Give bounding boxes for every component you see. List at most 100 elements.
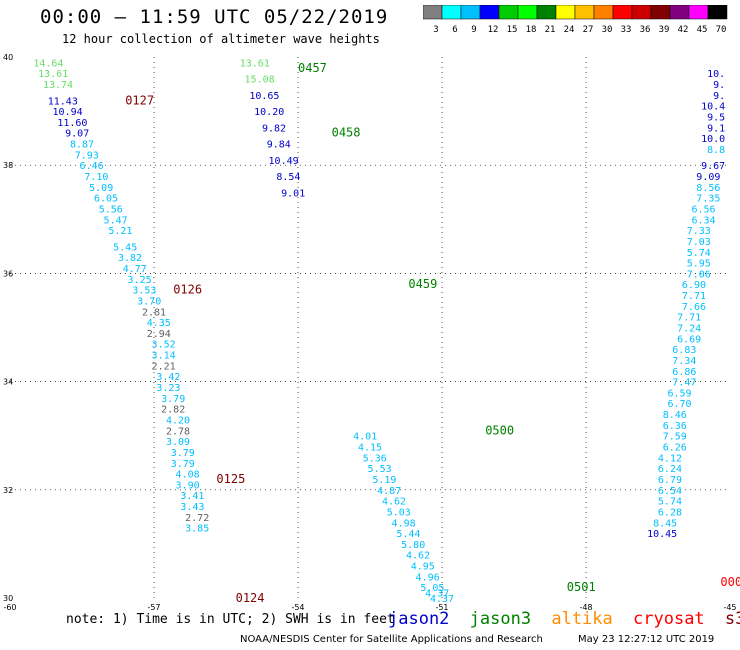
y-tick-label: 30 xyxy=(3,594,13,603)
colorbar-label: 42 xyxy=(678,25,689,35)
wave-height-label: 7.71 xyxy=(677,313,701,324)
wave-height-label: 6.56 xyxy=(692,204,716,215)
pass-time-label: 0459 xyxy=(408,277,437,291)
wave-height-label: 8.54 xyxy=(276,172,300,183)
pass-time-label: 0124 xyxy=(236,591,265,605)
colorbar-label: 27 xyxy=(583,25,594,35)
wave-height-label: 6.28 xyxy=(658,507,682,518)
wave-height-label: 5.44 xyxy=(396,529,420,540)
legend-jason2: jason2 xyxy=(388,609,450,629)
legend-jason3: jason3 xyxy=(469,609,532,629)
wave-height-label: 9.09 xyxy=(696,172,720,183)
wave-height-label: 3.82 xyxy=(118,253,142,264)
wave-height-label: 4.77 xyxy=(123,264,147,275)
wave-height-label: 5.80 xyxy=(401,540,425,551)
wave-height-label: 8.45 xyxy=(653,518,677,529)
wave-height-label: 5.74 xyxy=(687,248,711,259)
colorbar-label: 33 xyxy=(621,25,632,35)
wave-height-label: 4.87 xyxy=(377,486,401,497)
wave-height-label: 8.46 xyxy=(663,410,687,421)
wave-height-label: 10.65 xyxy=(249,91,279,102)
colorbar-label: 18 xyxy=(526,25,537,35)
satellite-legend: jason2 jason3 altika cryosat s3a xyxy=(388,609,740,629)
wave-height-label: 7.93 xyxy=(75,150,99,161)
wave-height-label: 7.66 xyxy=(682,302,706,313)
wave-height-label: 4.37 xyxy=(425,589,449,600)
colorbar-label: 3 xyxy=(433,25,438,35)
wave-height-label: 9.67 xyxy=(701,161,725,172)
wave-height-label: 4.62 xyxy=(406,551,430,562)
colorbar-label: 24 xyxy=(564,25,575,35)
wave-height-label: 3.79 xyxy=(171,459,195,470)
wave-height-label: 6.86 xyxy=(672,367,696,378)
x-tick-label: -54 xyxy=(291,603,304,612)
wave-height-label: 2.21 xyxy=(152,361,176,372)
wave-height-label: 5.19 xyxy=(372,475,396,486)
wave-height-label: 3.53 xyxy=(132,286,156,297)
wave-height-label: 4.08 xyxy=(176,470,200,481)
wave-height-label: 7.06 xyxy=(687,269,711,280)
wave-height-label: 4.95 xyxy=(411,562,435,573)
wave-height-label: 3.70 xyxy=(137,296,161,307)
wave-height-label: 2.81 xyxy=(142,307,166,318)
chart-subtitle: 12 hour collection of altimeter wave hei… xyxy=(62,32,380,46)
wave-height-label: 9.84 xyxy=(267,140,291,151)
wave-height-label: 3.85 xyxy=(185,524,209,535)
wave-height-label: 10.20 xyxy=(254,107,284,118)
pass-time-label: 0458 xyxy=(332,126,361,140)
colorbar-swatch xyxy=(707,5,728,20)
wave-height-label: 4.62 xyxy=(382,497,406,508)
wave-height-label: 3.14 xyxy=(152,351,176,362)
colorbar-label: 30 xyxy=(602,25,613,35)
wave-height-label: 8.8 xyxy=(707,145,725,156)
wave-height-label: 6.59 xyxy=(668,388,692,399)
pass-time-label: 0500 xyxy=(485,423,514,437)
colorbar-label: 9 xyxy=(471,25,476,35)
wave-height-label: 5.56 xyxy=(99,204,123,215)
colorbar-label: 15 xyxy=(507,25,518,35)
colorbar-label: 12 xyxy=(488,25,499,35)
wave-height-label: 6.24 xyxy=(658,464,682,475)
wave-height-label: 3.25 xyxy=(128,275,152,286)
colorbar-label: 36 xyxy=(640,25,651,35)
wave-height-label: 14.64 xyxy=(33,58,63,69)
wave-height-label: 5.09 xyxy=(89,183,113,194)
y-tick-label: 38 xyxy=(3,161,13,170)
pass-time-label: 0003 xyxy=(720,575,740,589)
wave-height-label: 15.08 xyxy=(245,75,275,86)
wave-height-label: 3.79 xyxy=(171,448,195,459)
pass-time-label: 0127 xyxy=(125,93,154,107)
wave-height-label: 5.53 xyxy=(368,464,392,475)
wave-height-label: 7.03 xyxy=(687,237,711,248)
legend-cryosat: cryosat xyxy=(633,609,705,629)
wave-height-label: 10.4 xyxy=(701,102,725,113)
wave-height-label: 7.34 xyxy=(672,356,696,367)
pass-time-label: 0125 xyxy=(216,472,245,486)
wave-height-label: 10.94 xyxy=(53,107,83,118)
wave-height-label: 6.69 xyxy=(677,334,701,345)
wave-height-label: 2.82 xyxy=(161,405,185,416)
wave-height-label: 4.20 xyxy=(166,415,190,426)
colorbar-label: 45 xyxy=(697,25,708,35)
wave-height-label: 6.83 xyxy=(672,345,696,356)
wave-height-label: 10.45 xyxy=(647,529,677,540)
wave-height-label: 9.82 xyxy=(262,123,286,134)
wave-height-label: 7.59 xyxy=(663,432,687,443)
y-tick-label: 34 xyxy=(3,378,13,387)
wave-height-label: 6.90 xyxy=(682,280,706,291)
x-tick-label: -45 xyxy=(723,603,736,612)
wave-height-label: 5.47 xyxy=(104,215,128,226)
wave-height-label: 9.01 xyxy=(281,188,305,199)
wave-height-label: 4.35 xyxy=(147,318,171,329)
wave-height-label: 9.07 xyxy=(65,129,89,140)
wave-height-label: 4.96 xyxy=(416,572,440,583)
wave-height-label: 4.98 xyxy=(392,518,416,529)
wave-height-label: 6.26 xyxy=(663,443,687,454)
wave-height-label: 9. xyxy=(713,91,725,102)
pass-time-label: 0126 xyxy=(173,283,202,297)
wave-height-label: 4.15 xyxy=(358,443,382,454)
wave-height-label: 13.74 xyxy=(43,80,73,91)
wave-height-label: 3.42 xyxy=(156,372,180,383)
x-tick-label: -51 xyxy=(435,603,448,612)
